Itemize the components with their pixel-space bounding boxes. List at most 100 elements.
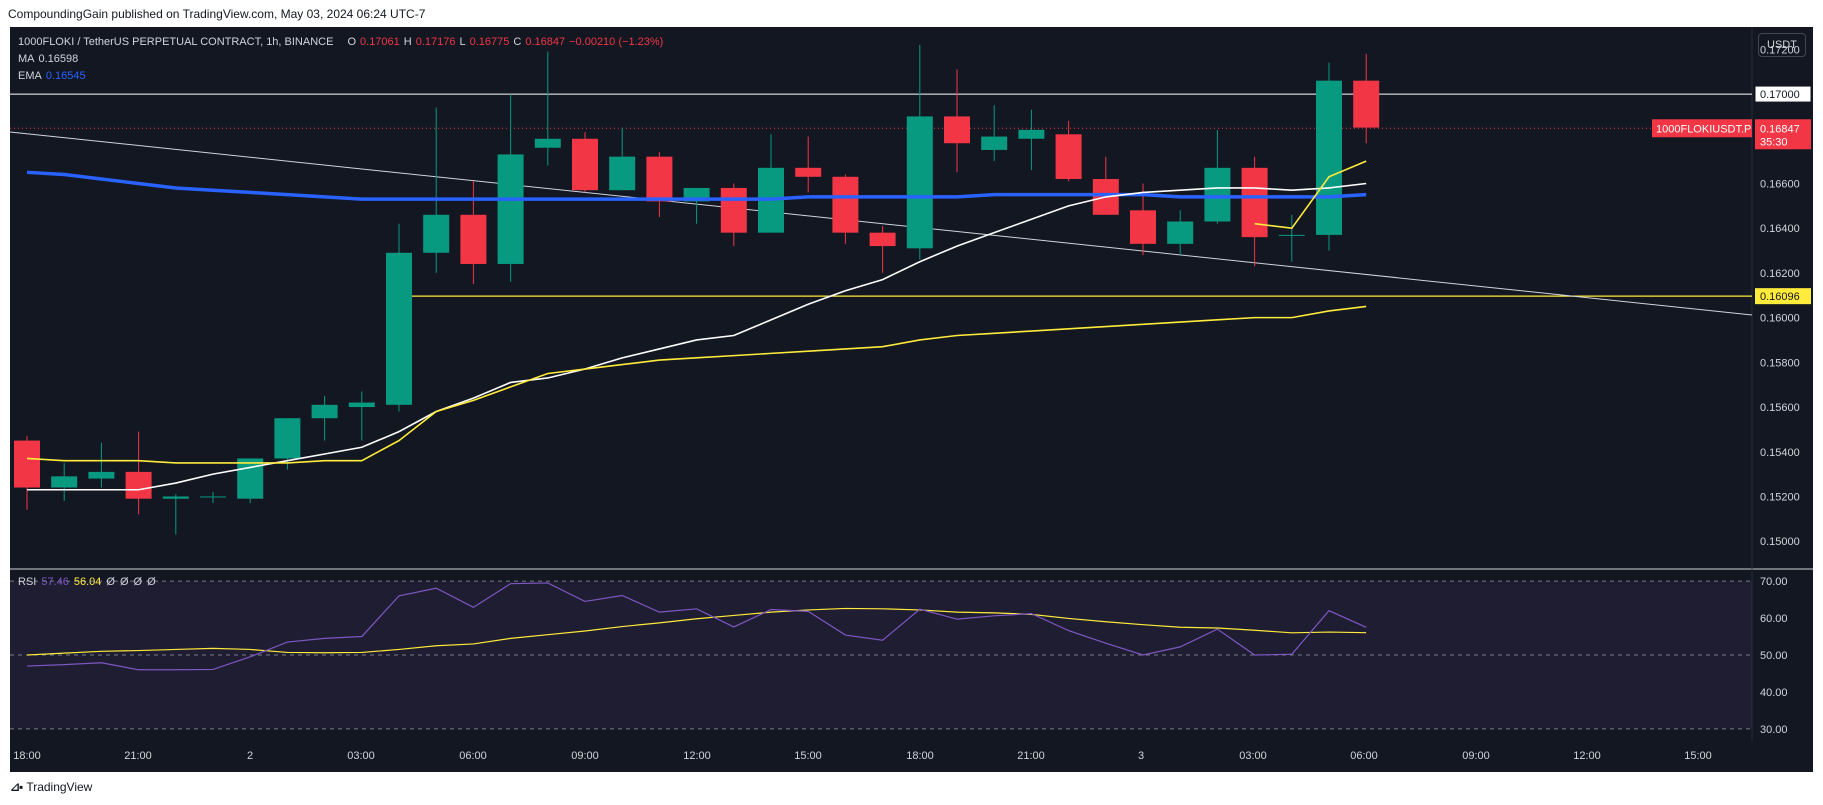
ema-value: 0.16545 [45,70,86,82]
time-tick-label: 12:00 [683,750,711,762]
candle-body [348,402,375,408]
level-tag-0-17-text: 0.17000 [1760,89,1800,101]
rsi-level-label: 40.00 [1760,687,1788,699]
ma-line [27,182,1367,491]
candle-body [1316,80,1342,235]
symbol-title[interactable]: 1000FLOKI / TetherUS PERPETUAL CONTRACT,… [18,36,334,48]
brand-name: TradingView [26,780,93,794]
currency-button[interactable]: USDT [1758,33,1806,57]
time-tick-label: 18:00 [13,750,41,762]
rsi-extra-4: Ø [147,576,156,588]
close-value: 0.16847 [525,36,566,48]
candle-body [200,496,226,498]
time-tick-label: 15:00 [794,750,822,762]
candle-body [423,214,450,253]
open-label: O [347,36,357,48]
rsi-ma-value: 56.04 [73,576,102,588]
candle-body [869,232,896,247]
time-tick-label: 09:00 [1462,750,1490,762]
price-tick-label: 0.15600 [1760,402,1800,414]
candle-body [720,187,747,233]
last-price-symbol-tag [1652,119,1752,138]
high-label: H [403,36,412,48]
candle-body [1167,221,1194,244]
rsi-ma-line [26,607,1367,656]
time-tick-label: 09:00 [571,750,599,762]
ma-value: 0.16598 [38,53,79,65]
ma-yellow-tail [1254,160,1367,230]
candle-body [944,116,970,144]
time-tick-label: 21:00 [1017,750,1045,762]
publish-caption: CompoundingGain published on TradingView… [8,7,426,21]
ma-yellow-line [26,305,1367,464]
rsi-value: 57.46 [41,576,69,588]
support-tag [1755,288,1811,305]
last-price-countdown: 35:30 [1760,136,1788,148]
open-value: 0.17061 [360,36,400,48]
rsi-label[interactable]: RSI [18,576,37,588]
candle-body [162,496,189,499]
candle-body [1130,210,1156,244]
candle-body [646,156,673,202]
tradingview-brand: ⊿▪ TradingView [10,780,92,794]
time-tick-label: 06:00 [1350,750,1378,762]
price-tick-label: 0.15000 [1760,536,1800,548]
candle-body [795,167,822,177]
candle-body [1018,129,1045,139]
candle-body [906,116,933,249]
price-tick-label: 0.16200 [1760,268,1800,280]
price-tick-label: 0.15800 [1760,357,1800,369]
price-tick-label: 0.15200 [1760,491,1800,503]
candle-body [51,476,78,488]
level-tag-0-17 [1754,85,1812,103]
time-tick-label: 18:00 [906,750,934,762]
candle-body [460,214,487,264]
high-value: 0.17176 [415,36,456,48]
rsi-level-label: 70.00 [1760,576,1788,588]
candle-body [125,471,152,499]
rsi-level-label: 50.00 [1760,650,1788,662]
trend-line [9,131,1753,316]
main-pane-bg [10,27,1813,568]
low-label: L [459,36,466,48]
candle-body [832,176,859,233]
rsi-pane-bg [10,570,1813,740]
candle-body [14,440,40,488]
candle-body [311,404,338,419]
price-tick-label: 0.15400 [1760,447,1800,459]
candle-body [1204,167,1231,222]
symbol-legend: 1000FLOKI / TetherUS PERPETUAL CONTRACT,… [18,34,663,85]
rsi-level-label: 60.00 [1760,613,1788,625]
close-label: C [513,36,522,48]
candle-body [1055,134,1082,180]
candle-body [1241,167,1268,238]
time-tick-label: 03:00 [347,750,375,762]
price-tick-label: 0.17200 [1760,44,1800,56]
candle-body [1278,234,1305,236]
rsi-extra-2: Ø [119,576,129,588]
tradingview-logo-icon: ⊿▪ [10,780,23,794]
rsi-level-label: 30.00 [1760,724,1788,736]
candle-body [237,458,264,499]
candle-body [1353,80,1380,128]
price-tick-label: 0.16000 [1760,313,1800,325]
time-tick-label: 2 [247,750,253,762]
candle-body [274,418,301,459]
time-tick-label: 21:00 [124,750,152,762]
low-value: 0.16775 [469,36,510,48]
support-tag-text: 0.16096 [1760,291,1800,303]
candle-body [497,154,524,264]
candle-body [386,252,412,405]
candle-body [609,156,636,191]
last-price-value: 0.16847 [1760,123,1800,135]
ma-label[interactable]: MA [18,53,35,65]
time-tick-label: 03:00 [1239,750,1267,762]
ema-label[interactable]: EMA [18,70,42,82]
rsi-extra-1: Ø [106,576,115,588]
change-value: −0.00210 (−1.23%) [569,36,664,48]
candle-body [534,138,561,148]
time-tick-label: 3 [1138,750,1144,762]
price-tick-label: 0.16600 [1760,178,1800,190]
time-tick-label: 12:00 [1573,750,1601,762]
